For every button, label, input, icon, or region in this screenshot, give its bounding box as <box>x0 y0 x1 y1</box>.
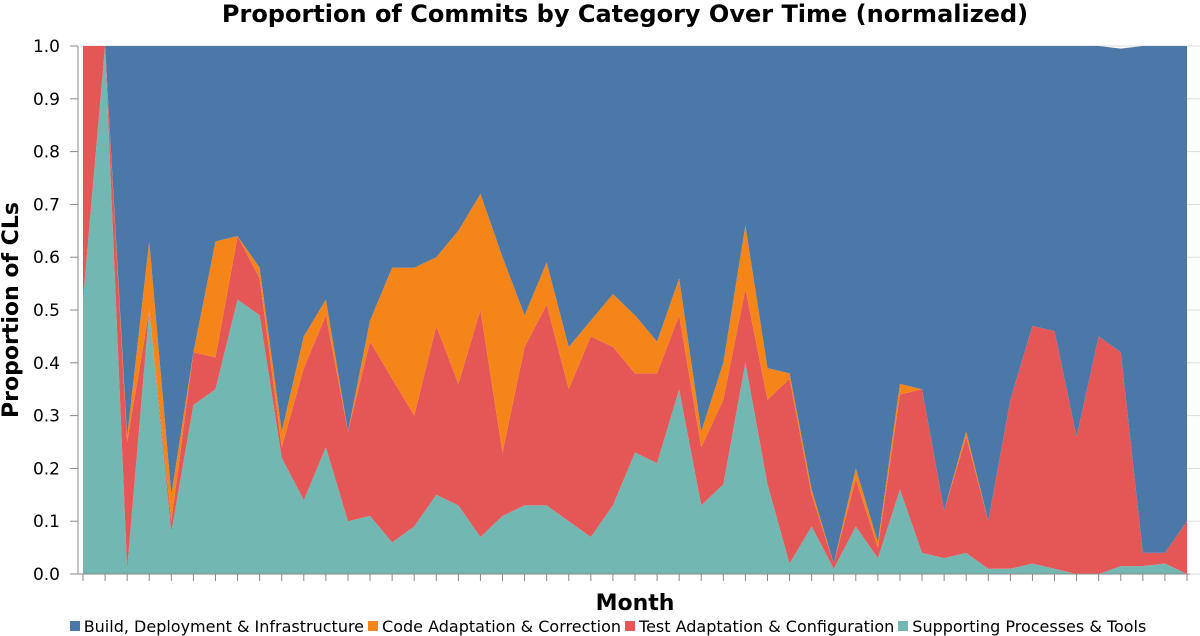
legend-swatch-icon <box>625 621 636 631</box>
area-build-deployment-infrastructure <box>83 46 1187 564</box>
y-tick-label: 0.9 <box>33 90 60 110</box>
legend-label: Supporting Processes & Tools <box>912 616 1147 636</box>
legend-swatch-icon <box>69 621 80 631</box>
x-axis-label: Month <box>596 591 675 616</box>
y-axis-label: Proportion of CLs <box>0 202 24 418</box>
y-tick-label: 0.8 <box>33 143 60 163</box>
area-test-adaptation-configuration <box>83 46 1187 574</box>
y-tick-label: 0.6 <box>33 248 60 268</box>
chart-title: Proportion of Commits by Category Over T… <box>221 0 1029 28</box>
legend-item: Build, Deployment & Infrastructure <box>69 616 365 636</box>
legend-label: Build, Deployment & Infrastructure <box>83 616 365 636</box>
y-tick-label: 0.0 <box>33 565 60 585</box>
legend-swatch-icon <box>898 621 909 631</box>
legend-item: Code Adaptation & Correction <box>368 617 621 636</box>
y-tick-label: 0.1 <box>33 512 60 532</box>
y-tick-label: 0.3 <box>33 407 60 427</box>
legend-swatch-icon <box>368 621 379 631</box>
legend-item: Test Adaptation & Configuration <box>625 617 894 636</box>
legend-label: Code Adaptation & Correction <box>382 616 622 636</box>
legend-label: Test Adaptation & Configuration <box>639 616 895 636</box>
y-tick-label: 0.2 <box>33 459 60 479</box>
y-tick-label: 1.0 <box>33 37 60 57</box>
y-tick-label: 0.5 <box>33 301 60 321</box>
legend: Build, Deployment & Infrastructure Code A… <box>0 616 1200 636</box>
y-tick-label: 0.7 <box>33 195 60 215</box>
area-supporting-processes-tools <box>83 46 1187 574</box>
y-tick-label: 0.4 <box>33 354 60 374</box>
legend-item: Supporting Processes & Tools <box>898 617 1146 636</box>
